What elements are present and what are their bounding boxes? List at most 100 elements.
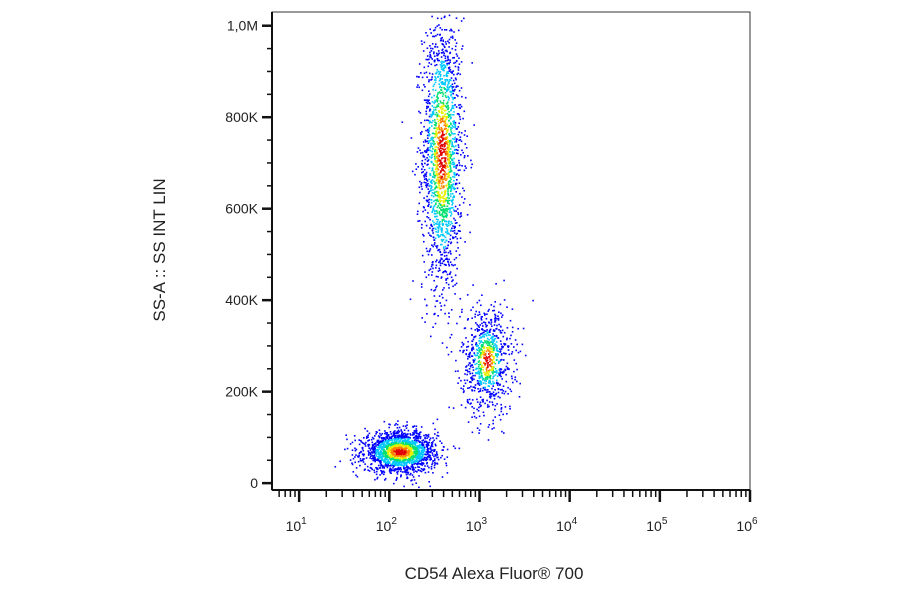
data-point [440,89,443,91]
data-point [483,329,486,332]
data-point [455,164,457,167]
data-point [445,96,447,99]
data-point [494,408,496,411]
data-point [372,450,375,453]
data-point [437,276,439,278]
data-point [417,450,419,453]
data-point [493,397,496,400]
data-point [443,210,446,212]
data-point [457,213,460,216]
data-point [480,340,482,342]
data-point [397,432,399,434]
data-point [495,349,498,351]
data-point [461,311,463,313]
data-point [415,425,418,428]
data-point [413,448,416,451]
data-point [427,129,429,132]
data-point [446,90,448,93]
data-point [489,382,491,384]
data-point [366,436,368,438]
data-point [459,107,461,110]
data-point [445,163,448,165]
data-point [444,189,447,192]
data-point [367,469,369,471]
data-point [430,47,432,50]
data-point [433,239,436,241]
data-point [455,138,458,140]
data-point [453,179,455,182]
data-point [463,169,466,172]
data-point [452,196,454,199]
data-point [391,443,393,445]
data-point [433,295,436,297]
data-point [442,449,444,451]
data-point [436,300,439,302]
data-point [484,313,486,315]
data-point [386,436,389,439]
data-point [442,143,445,146]
data-point [406,465,408,468]
data-point [447,232,450,234]
data-point [460,213,462,215]
data-point [452,79,455,82]
data-point [488,344,490,346]
data-point [504,369,507,372]
data-point [474,313,477,316]
data-point [448,168,450,171]
data-point [467,358,469,360]
data-point [452,86,455,88]
data-point [448,202,450,205]
data-point [432,263,434,266]
data-point [488,353,490,355]
data-point [489,375,491,378]
data-point [436,113,439,116]
data-point [427,65,430,68]
data-point [385,451,387,454]
data-point [439,71,442,73]
data-point [461,308,463,311]
data-point [487,374,489,377]
data-point [378,441,381,443]
data-point [419,437,422,440]
data-point [452,70,454,72]
data-point [452,176,454,178]
data-point [399,440,401,443]
data-point [477,410,480,412]
y-tick-label: 200K [225,384,258,400]
data-point [511,377,513,380]
data-point [422,233,424,236]
data-point [435,264,438,267]
data-point [441,145,443,147]
data-point [439,197,442,199]
data-point [451,90,453,93]
data-point [492,371,495,373]
data-point [433,200,435,202]
data-point [482,411,485,414]
data-point [454,236,457,238]
data-point [497,315,499,317]
data-point [429,53,431,56]
data-point [405,458,408,461]
data-point [369,449,372,451]
data-point [448,86,451,88]
data-point [423,84,425,86]
data-point [414,443,416,445]
data-point [406,468,408,471]
data-point [414,173,416,176]
data-point [485,333,487,335]
data-point [385,463,388,466]
data-point [436,100,439,103]
data-point [473,412,475,414]
data-point [478,342,481,345]
data-point [513,346,515,348]
data-point [399,467,401,470]
data-point [432,173,435,176]
data-point [486,346,488,349]
data-point [430,201,433,204]
data-point [413,456,416,459]
data-point [431,274,433,276]
data-point [375,433,377,435]
data-point [409,448,411,450]
data-point [467,364,470,366]
data-point [444,82,446,84]
